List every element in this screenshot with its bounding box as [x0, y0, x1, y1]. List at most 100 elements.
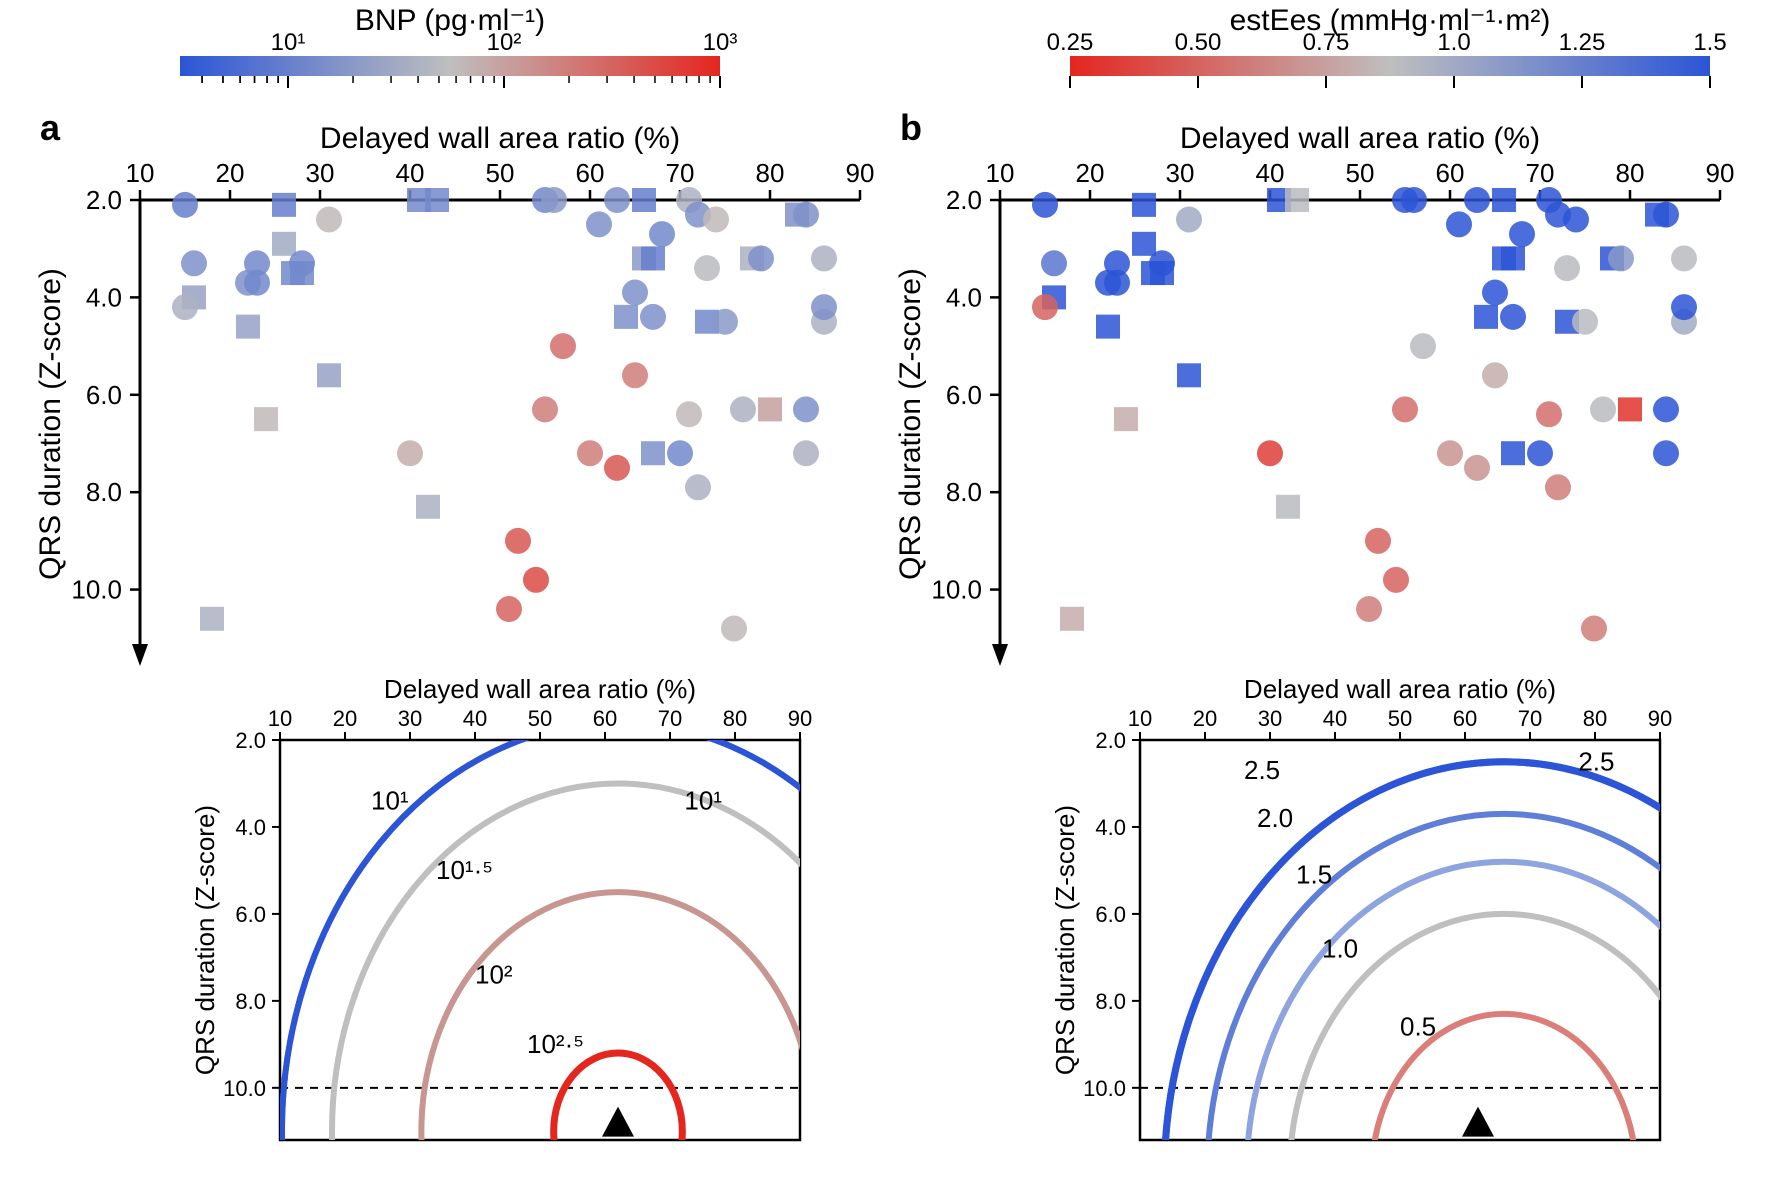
x-tick-label: 50 — [1346, 158, 1375, 188]
scatter-point — [793, 440, 819, 466]
scatter-point — [1410, 333, 1436, 359]
x-axis-label: Delayed wall area ratio (%) — [1244, 674, 1556, 704]
scatter-point — [1527, 440, 1553, 466]
x-axis-label: Delayed wall area ratio (%) — [1180, 122, 1540, 155]
x-tick-label: 10 — [1128, 706, 1152, 731]
scatter-point — [272, 193, 296, 217]
x-tick-label: 20 — [1193, 706, 1217, 731]
x-tick-label: 90 — [1648, 706, 1672, 731]
scatter-point — [1285, 188, 1309, 212]
x-tick-label: 30 — [306, 158, 335, 188]
x-tick-label: 20 — [333, 706, 357, 731]
scatter-point — [1500, 304, 1526, 330]
y-tick-label: 10.0 — [1083, 1076, 1126, 1101]
x-tick-label: 80 — [1583, 706, 1607, 731]
colorbar-tick-label: 0.25 — [1047, 29, 1094, 56]
y-tick-label: 4.0 — [86, 282, 122, 312]
x-tick-label: 40 — [1323, 706, 1347, 731]
scatter-point — [1177, 363, 1201, 387]
scatter-point — [632, 188, 656, 212]
scatter-point — [1176, 206, 1202, 232]
x-tick-label: 20 — [216, 158, 245, 188]
scatter-point — [1132, 232, 1156, 256]
colorbar-tick-label: 10² — [487, 29, 522, 56]
scatter-point — [614, 305, 638, 329]
y-tick-label: 8.0 — [946, 477, 982, 507]
scatter-point — [1437, 440, 1463, 466]
y-tick-label: 10.0 — [223, 1076, 266, 1101]
scatter-point — [758, 397, 782, 421]
y-tick-label: 8.0 — [235, 989, 266, 1014]
contour-label: 10²·⁵ — [527, 1029, 584, 1059]
scatter-point — [1653, 202, 1679, 228]
scatter-point — [730, 396, 756, 422]
scatter-point — [721, 616, 747, 642]
scatter-point — [505, 528, 531, 554]
scatter-point — [397, 440, 423, 466]
figure-root: BNP (pg·ml⁻¹)10¹10²10³estEes (mmHg·ml⁻¹·… — [0, 0, 1773, 1199]
scatter-point — [685, 474, 711, 500]
scatter-point — [1590, 396, 1616, 422]
scatter-point — [1653, 396, 1679, 422]
panel-letter: b — [900, 107, 922, 148]
scatter-point — [586, 211, 612, 237]
scatter-point — [622, 280, 648, 306]
scatter-point — [1356, 596, 1382, 622]
scatter-point — [541, 187, 567, 213]
x-tick-label: 10 — [126, 158, 155, 188]
scatter-point — [1096, 315, 1120, 339]
scatter-point — [200, 607, 224, 631]
scatter-point — [416, 495, 440, 519]
scatter-point — [793, 202, 819, 228]
scatter-point — [1572, 309, 1598, 335]
y-tick-label: 2.0 — [235, 728, 266, 753]
scatter-point — [1464, 455, 1490, 481]
triangle-marker — [1462, 1107, 1494, 1137]
scatter-point — [1104, 270, 1130, 296]
x-tick-label: 30 — [398, 706, 422, 731]
x-tick-label: 60 — [576, 158, 605, 188]
colorbar-tick-label: 1.25 — [1559, 29, 1606, 56]
y-tick-label: 6.0 — [235, 902, 266, 927]
scatter-point — [1653, 440, 1679, 466]
contour-line — [421, 892, 814, 1199]
scatter-point — [640, 304, 666, 330]
x-tick-label: 70 — [666, 158, 695, 188]
scatter-point — [604, 455, 630, 481]
colorbar-tick-label: 1.5 — [1693, 29, 1726, 56]
x-tick-label: 50 — [1388, 706, 1412, 731]
scatter-point — [1509, 221, 1535, 247]
scatter-point — [604, 187, 630, 213]
scatter-point — [272, 232, 296, 256]
scatter-point — [1446, 211, 1472, 237]
scatter-point — [793, 396, 819, 422]
x-tick-label: 30 — [1166, 158, 1195, 188]
y-tick-label: 10.0 — [71, 575, 122, 605]
y-tick-label: 6.0 — [1095, 902, 1126, 927]
scatter-point — [1150, 261, 1174, 285]
contour-frame — [280, 740, 800, 1140]
scatter-point — [622, 362, 648, 388]
y-axis-label: QRS duration (Z-score) — [190, 805, 220, 1075]
scatter-point — [1545, 474, 1571, 500]
y-tick-label: 4.0 — [1095, 815, 1126, 840]
scatter-point — [532, 396, 558, 422]
scatter-point — [1501, 246, 1525, 270]
scatter-point — [1671, 294, 1697, 320]
x-tick-label: 50 — [486, 158, 515, 188]
contour-label: 2.0 — [1257, 803, 1293, 833]
contour-line — [1372, 1014, 1637, 1199]
scatter-point — [811, 245, 837, 271]
scatter-point — [1132, 193, 1156, 217]
scatter-point — [748, 245, 774, 271]
colorbar-tick-label: 1.0 — [1437, 29, 1470, 56]
y-tick-label: 6.0 — [946, 380, 982, 410]
scatter-point — [1671, 245, 1697, 271]
scatter-point — [1365, 528, 1391, 554]
colorbar-title: estEes (mmHg·ml⁻¹·m²) — [1230, 4, 1551, 37]
y-axis-arrow — [132, 644, 148, 666]
scatter-point — [641, 441, 665, 465]
contour-line — [332, 783, 904, 1199]
contour-label: 10¹ — [371, 786, 409, 816]
scatter-point — [172, 294, 198, 320]
